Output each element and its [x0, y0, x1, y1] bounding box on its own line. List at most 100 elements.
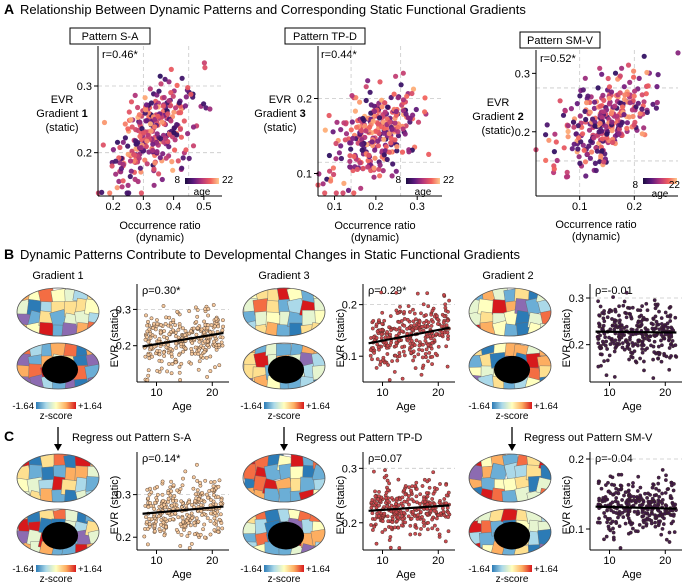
a3-point — [563, 174, 570, 180]
b2-point — [446, 309, 450, 314]
a3-point — [639, 131, 645, 137]
a2-point — [351, 190, 357, 196]
c1-point — [194, 462, 199, 467]
a1-point — [190, 124, 197, 130]
a3-point — [552, 131, 558, 137]
c3-point — [606, 524, 611, 529]
c3-point — [656, 481, 661, 486]
a1-x-tick-label: 0.3 — [136, 201, 151, 213]
c2-point — [415, 517, 420, 521]
a2-point — [383, 144, 389, 150]
c1-point — [189, 542, 194, 546]
b2-point — [411, 358, 415, 363]
c2-point — [440, 506, 445, 511]
c3-point — [647, 499, 652, 504]
brain-medial-b2-outline — [242, 342, 326, 390]
a2-point — [395, 133, 402, 139]
a1-point — [174, 82, 180, 88]
b1-y-tick-label: 0.3 — [116, 304, 131, 316]
a1-point — [163, 155, 169, 161]
a1-point — [138, 169, 144, 175]
a1-point — [172, 137, 178, 143]
a1-point — [183, 94, 189, 100]
brain-lateral-b3-parcel — [539, 323, 551, 336]
b1-point — [196, 348, 201, 353]
b2-point — [400, 345, 404, 349]
a3-point — [582, 75, 588, 81]
c1-point — [184, 518, 189, 523]
a1-ylabel-2: Gradient 1 — [36, 108, 87, 120]
brain-medial-b3 — [468, 342, 552, 390]
b1-point — [194, 320, 199, 324]
b1-point — [167, 362, 172, 366]
section-c-letter: C — [4, 428, 14, 444]
c2-point — [428, 509, 433, 513]
c3-point — [604, 483, 608, 487]
c3-point — [614, 490, 618, 495]
b1-x-tick-label: 10 — [150, 387, 162, 399]
a3-point — [635, 100, 641, 106]
brain-medial-c3-parcel — [539, 509, 551, 524]
a3-point — [554, 157, 560, 164]
a2-point — [375, 138, 381, 144]
a1-point — [207, 106, 213, 112]
c2-point — [402, 488, 407, 493]
b3-point — [639, 313, 644, 318]
b2-point — [380, 310, 385, 315]
a3-point — [586, 127, 593, 133]
brain-lateral-b3-outline — [468, 287, 552, 337]
c3-point — [656, 513, 661, 518]
b2-point — [417, 343, 422, 348]
c1-point — [182, 528, 186, 532]
b2-point — [397, 350, 402, 355]
b1-point — [146, 368, 151, 373]
c3-point — [631, 484, 635, 489]
a2-x-tick-label: 0.2 — [368, 201, 383, 213]
a1-title: Pattern S-A — [82, 31, 140, 43]
b3-point — [668, 314, 672, 319]
a2-point — [366, 152, 372, 158]
a1-point — [136, 112, 142, 118]
a3-point — [641, 99, 647, 105]
a3-point — [584, 100, 590, 106]
a3-point — [592, 99, 598, 105]
c3-xlabel: Age — [622, 569, 642, 581]
a2-point — [393, 168, 399, 174]
a1-title-box — [69, 27, 151, 45]
zscore-max-c1: +1.64 — [78, 564, 102, 575]
b3-point — [630, 305, 635, 310]
b3-point — [668, 319, 673, 323]
b3-point — [659, 322, 664, 326]
b2-point — [415, 291, 420, 296]
b2-point — [407, 310, 412, 314]
b2-point — [419, 372, 424, 377]
a3-title: Pattern SM-V — [527, 35, 594, 47]
c3-fit-line — [595, 505, 677, 510]
a1-point — [182, 103, 189, 109]
a3-point — [582, 108, 588, 114]
c1-point — [212, 528, 217, 532]
c2-point — [426, 520, 430, 525]
a2-point — [358, 128, 365, 134]
c2-x-tick-label: 20 — [432, 555, 444, 567]
b2-point — [439, 324, 444, 329]
a3-point — [546, 137, 552, 143]
a2-point — [345, 187, 352, 193]
a3-point — [617, 90, 623, 96]
a1-point — [201, 101, 207, 107]
b1-point — [195, 308, 200, 312]
b2-y-tick-label: 0.1 — [342, 351, 357, 363]
c3-point — [656, 501, 660, 506]
b1-point — [179, 361, 184, 366]
a3-point — [595, 85, 601, 91]
c3-point — [602, 537, 606, 542]
b1-xlabel: Age — [172, 401, 192, 413]
c1-point — [174, 498, 179, 503]
c2-point — [400, 503, 405, 508]
c2-point — [443, 539, 448, 544]
b2-point — [374, 335, 379, 340]
a1-point — [154, 149, 160, 155]
a1-point — [156, 88, 162, 94]
a1-point — [132, 176, 138, 182]
c1-point — [202, 535, 207, 540]
